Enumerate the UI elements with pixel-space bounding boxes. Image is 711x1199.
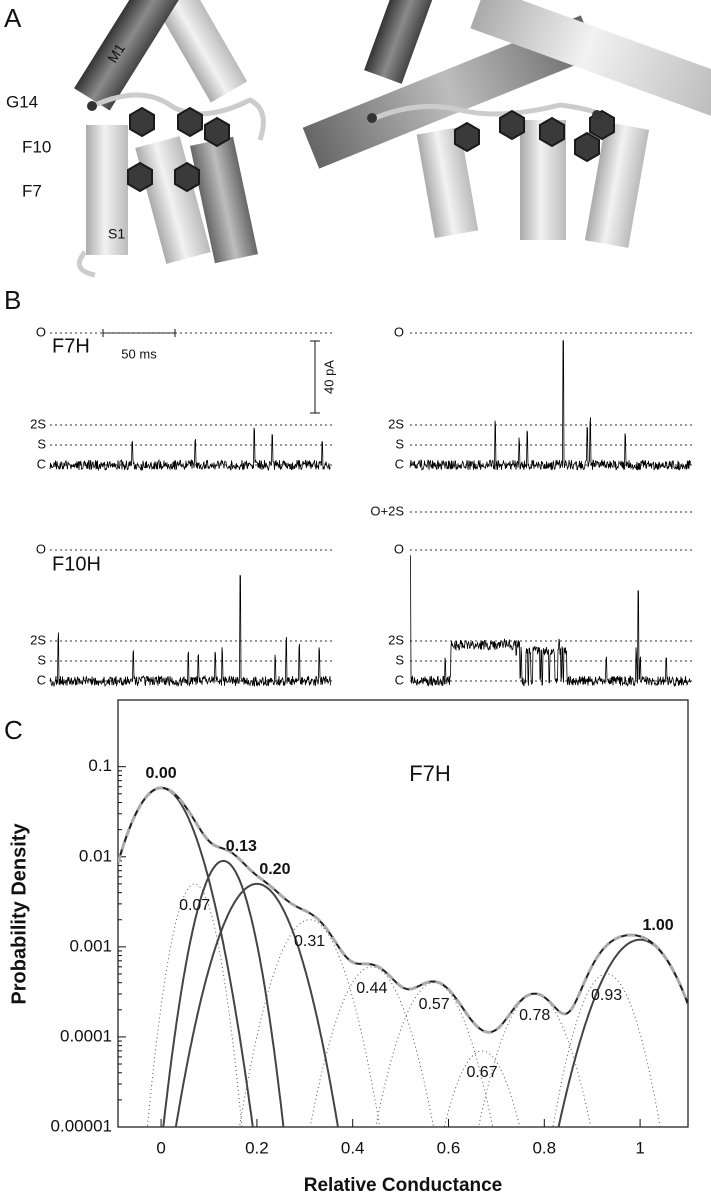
peak-label: 0.93 — [591, 987, 622, 1004]
component-curve — [162, 859, 285, 1127]
peak-label: 0.13 — [226, 838, 257, 855]
panel-label: B — [4, 285, 21, 315]
level-label: 2S — [30, 632, 46, 647]
level-label: 2S — [388, 632, 404, 647]
peak-label: 0.00 — [146, 765, 177, 782]
y-tick-label: 0.00001 — [51, 1116, 112, 1135]
y-axis-label: Probability Density — [8, 823, 30, 1005]
peak-label: 1.00 — [643, 917, 674, 934]
y-tick-label: 0.01 — [79, 846, 112, 865]
component-curve — [443, 1050, 521, 1127]
level-label: S — [37, 652, 46, 667]
component-curve — [309, 966, 435, 1127]
peak-label: 0.44 — [356, 980, 387, 997]
peak-label: 0.07 — [179, 897, 210, 914]
panel-label: A — [4, 3, 22, 33]
helix-label: S1 — [108, 226, 125, 242]
x-tick-label: 0 — [156, 1138, 165, 1157]
peak-label: 0.57 — [419, 996, 450, 1013]
level-label: 2S — [388, 416, 404, 431]
residue-label: F10 — [22, 137, 51, 156]
plot: 0.00001 0.0001 0.001 0.01 0.1 0 0.2 0.4 0.6 0.8 1 0… — [51, 756, 688, 1157]
component-curve — [477, 993, 592, 1127]
total-fit-overlay — [118, 786, 688, 1034]
x-tick-label: 0.6 — [437, 1138, 461, 1157]
x-tick-label: 0.2 — [245, 1138, 269, 1157]
level-label: O — [36, 541, 46, 556]
structure-right — [302, 0, 711, 248]
y-tick-label: 0.0001 — [60, 1026, 112, 1045]
trace-name: F10H — [52, 553, 101, 575]
y-tick-label: 0.1 — [88, 756, 112, 775]
y-tick-label: 0.001 — [69, 936, 112, 955]
component-curve — [238, 919, 381, 1127]
peak-label: 0.31 — [294, 933, 325, 950]
level-label: C — [37, 672, 46, 687]
panel-label: C — [4, 715, 23, 745]
residue-label: G14 — [6, 92, 38, 111]
level-label: O — [394, 324, 404, 339]
level-label: O+2S — [370, 503, 404, 518]
level-label: C — [37, 456, 46, 471]
current-trace — [49, 574, 331, 688]
current-trace — [49, 427, 331, 472]
x-tick-label: 0.8 — [532, 1138, 556, 1157]
residue-label: F7 — [22, 181, 42, 200]
current-trace — [409, 339, 691, 471]
component-curve — [174, 882, 339, 1127]
level-label: S — [395, 436, 404, 451]
level-label: S — [395, 652, 404, 667]
x-tick-label: 0.4 — [341, 1138, 365, 1157]
scale-label: 50 ms — [121, 346, 157, 361]
curves — [118, 786, 688, 1127]
level-label: O — [36, 324, 46, 339]
trace-name: F7H — [52, 335, 90, 357]
level-label: O — [394, 541, 404, 556]
x-tick-label: 1 — [635, 1138, 644, 1157]
level-label: C — [395, 456, 404, 471]
component-curve — [552, 973, 661, 1127]
x-axis-label: Relative Conductance — [304, 1175, 503, 1196]
peak-label: 0.20 — [259, 861, 290, 878]
level-label: C — [395, 672, 404, 687]
peak-label: 0.67 — [466, 1064, 497, 1081]
plot-frame — [117, 699, 689, 1128]
level-label: 2S — [30, 416, 46, 431]
current-trace — [409, 555, 691, 687]
scale-label: 40 pA — [321, 360, 336, 394]
structure-left — [74, 0, 266, 278]
component-curve — [557, 938, 688, 1127]
level-label: S — [37, 436, 46, 451]
chart-title: F7H — [409, 761, 451, 786]
peak-label: 0.78 — [519, 1007, 550, 1024]
